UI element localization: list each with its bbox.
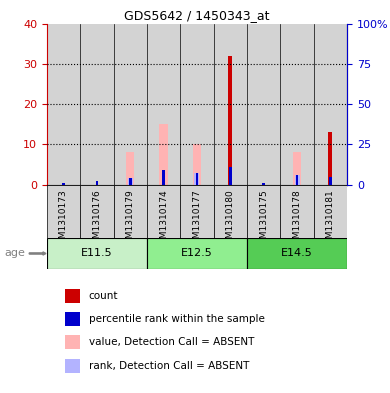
Text: GSM1310176: GSM1310176 bbox=[92, 189, 101, 250]
Title: GDS5642 / 1450343_at: GDS5642 / 1450343_at bbox=[124, 9, 270, 22]
Text: E14.5: E14.5 bbox=[281, 248, 313, 259]
Bar bbox=[80, 24, 113, 185]
Bar bbox=[162, 170, 165, 185]
Bar bbox=[247, 24, 280, 185]
Text: value, Detection Call = ABSENT: value, Detection Call = ABSENT bbox=[89, 337, 254, 347]
Bar bbox=[47, 185, 80, 238]
Bar bbox=[214, 185, 247, 238]
Text: GSM1310177: GSM1310177 bbox=[192, 189, 202, 250]
Bar bbox=[147, 24, 180, 185]
Bar bbox=[293, 152, 301, 185]
Text: rank, Detection Call = ABSENT: rank, Detection Call = ABSENT bbox=[89, 361, 249, 371]
Bar bbox=[96, 182, 98, 185]
Bar bbox=[247, 238, 347, 269]
Bar bbox=[195, 173, 199, 185]
Bar bbox=[280, 185, 314, 238]
Bar bbox=[247, 185, 280, 238]
Bar bbox=[113, 24, 147, 185]
Bar bbox=[147, 185, 180, 238]
Text: GSM1310175: GSM1310175 bbox=[259, 189, 268, 250]
Bar bbox=[193, 144, 201, 185]
Text: GSM1310178: GSM1310178 bbox=[292, 189, 301, 250]
Text: E11.5: E11.5 bbox=[81, 248, 113, 259]
Bar bbox=[128, 178, 133, 185]
Bar bbox=[65, 312, 80, 326]
Bar bbox=[160, 124, 168, 185]
Bar bbox=[296, 175, 298, 185]
Bar bbox=[314, 24, 347, 185]
Bar bbox=[180, 24, 214, 185]
Text: E12.5: E12.5 bbox=[181, 248, 213, 259]
Bar bbox=[65, 289, 80, 303]
Text: GSM1310180: GSM1310180 bbox=[226, 189, 235, 250]
Bar bbox=[62, 183, 65, 185]
Bar bbox=[180, 185, 214, 238]
Bar bbox=[214, 24, 247, 185]
Bar bbox=[47, 238, 147, 269]
Bar bbox=[65, 336, 80, 349]
Text: age: age bbox=[4, 248, 25, 259]
Bar bbox=[280, 24, 314, 185]
Bar bbox=[80, 185, 113, 238]
Bar bbox=[229, 167, 232, 185]
Bar bbox=[196, 173, 198, 185]
Bar bbox=[328, 132, 332, 185]
Bar bbox=[294, 175, 300, 185]
Bar bbox=[314, 185, 347, 238]
Bar bbox=[228, 56, 232, 185]
Text: count: count bbox=[89, 291, 118, 301]
Text: GSM1310173: GSM1310173 bbox=[59, 189, 68, 250]
Text: GSM1310181: GSM1310181 bbox=[326, 189, 335, 250]
Bar bbox=[262, 183, 265, 185]
Bar bbox=[329, 176, 332, 185]
Bar bbox=[113, 185, 147, 238]
Text: percentile rank within the sample: percentile rank within the sample bbox=[89, 314, 265, 324]
Bar bbox=[47, 24, 80, 185]
Bar bbox=[126, 152, 135, 185]
Bar bbox=[129, 178, 131, 185]
Bar bbox=[65, 359, 80, 373]
Text: GSM1310174: GSM1310174 bbox=[159, 189, 168, 250]
Bar bbox=[147, 238, 247, 269]
Text: GSM1310179: GSM1310179 bbox=[126, 189, 135, 250]
